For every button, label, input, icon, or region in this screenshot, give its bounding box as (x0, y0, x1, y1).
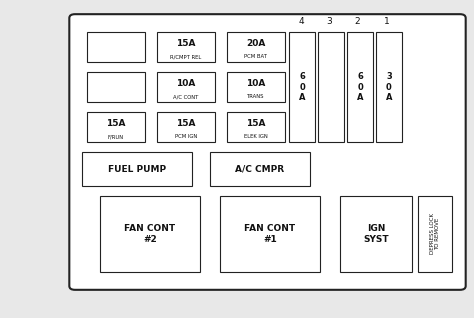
Text: A/C CONT: A/C CONT (173, 94, 199, 99)
Text: 2: 2 (354, 17, 360, 26)
Bar (376, 32, 402, 142)
Bar (347, 32, 373, 142)
Text: ELEK IGN: ELEK IGN (244, 134, 268, 139)
Text: 10A: 10A (176, 79, 196, 88)
Bar (289, 32, 315, 142)
Bar (210, 152, 310, 186)
Bar (157, 112, 215, 142)
Text: 4: 4 (298, 17, 304, 26)
Text: 3
0
A: 3 0 A (386, 72, 392, 102)
Text: 20A: 20A (246, 39, 266, 48)
Bar (227, 72, 285, 102)
Text: 6
0
A: 6 0 A (299, 72, 305, 102)
Bar (82, 152, 192, 186)
Bar (157, 72, 215, 102)
Bar (100, 196, 200, 272)
Bar (220, 196, 320, 272)
Text: FAN CONT
#1: FAN CONT #1 (245, 224, 296, 245)
Bar (157, 32, 215, 62)
Bar (87, 72, 145, 102)
Bar (87, 32, 145, 62)
Text: 15A: 15A (176, 119, 196, 128)
Text: PCM BAT: PCM BAT (245, 54, 267, 59)
Text: 15A: 15A (106, 119, 126, 128)
Bar (227, 112, 285, 142)
Text: 6
0
A: 6 0 A (357, 72, 363, 102)
Text: 1: 1 (384, 17, 390, 26)
Text: F/RUN: F/RUN (108, 134, 124, 139)
Bar (340, 196, 412, 272)
FancyBboxPatch shape (69, 14, 465, 290)
Bar (418, 196, 452, 272)
Text: 10A: 10A (246, 79, 266, 88)
Bar (318, 32, 344, 142)
Text: TRANS: TRANS (247, 94, 265, 99)
Text: 15A: 15A (176, 39, 196, 48)
Text: A/C CMPR: A/C CMPR (236, 164, 284, 174)
Text: DEPRESS LOCK
TO REMOVE: DEPRESS LOCK TO REMOVE (429, 213, 440, 254)
Text: FUEL PUMP: FUEL PUMP (108, 164, 166, 174)
Text: 15A: 15A (246, 119, 266, 128)
Text: 3: 3 (326, 17, 332, 26)
Text: PCM IGN: PCM IGN (175, 134, 197, 139)
Bar (227, 32, 285, 62)
Text: R/CMPT REL: R/CMPT REL (170, 54, 201, 59)
Bar (87, 112, 145, 142)
Text: IGN
SYST: IGN SYST (363, 224, 389, 245)
Text: FAN CONT
#2: FAN CONT #2 (125, 224, 175, 245)
